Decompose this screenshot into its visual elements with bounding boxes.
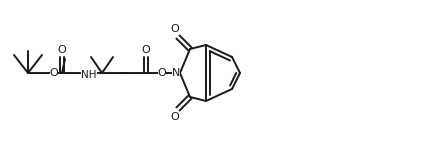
Text: NH: NH (81, 70, 97, 80)
Text: O: O (142, 45, 150, 55)
Text: N: N (172, 68, 180, 78)
Text: O: O (171, 24, 179, 34)
Text: O: O (58, 45, 66, 55)
Text: O: O (50, 68, 58, 78)
Text: O: O (171, 112, 179, 122)
Text: O: O (158, 68, 167, 78)
